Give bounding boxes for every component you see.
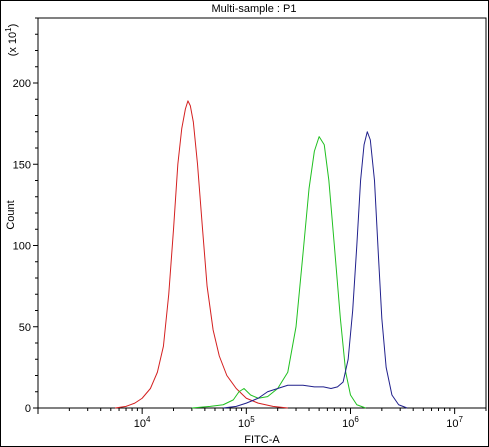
y-axis-label: Count [5, 200, 17, 229]
chart-title: Multi-sample : P1 [212, 3, 297, 15]
y-multiplier-label: (x 101) [4, 24, 19, 57]
y-tick-label: 50 [19, 322, 31, 334]
series-layer [115, 100, 408, 409]
x-tick-label: 106 [342, 415, 359, 430]
x-tick-label: 105 [238, 415, 255, 430]
y-tick-label: 200 [13, 78, 31, 90]
svg-text:(x 101): (x 101) [4, 24, 19, 57]
series-line-1 [115, 100, 288, 409]
y-tick-label: 100 [13, 241, 31, 253]
x-tick-label: 107 [446, 415, 463, 430]
y-tick-label: 150 [13, 159, 31, 171]
plot-area [37, 17, 487, 409]
x-axis-label: FITC-A [244, 434, 280, 446]
series-line-2 [191, 136, 366, 409]
y-tick-label: 0 [25, 403, 31, 415]
y-axis-ticks: 0 50 100 150 200 [13, 17, 38, 415]
series-line-3 [223, 131, 408, 409]
x-axis-ticks: 104 105 106 107 [37, 408, 487, 430]
x-tick-label: 104 [134, 415, 151, 430]
